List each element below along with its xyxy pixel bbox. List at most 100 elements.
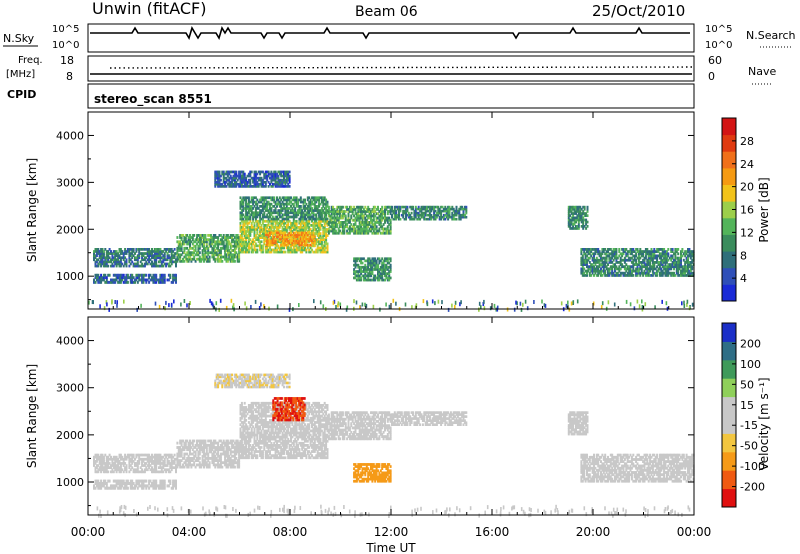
echo-cell xyxy=(612,271,615,275)
echo-cell xyxy=(257,176,260,180)
echo-cell xyxy=(245,205,248,208)
echo-cell xyxy=(215,170,218,174)
echo-cell xyxy=(114,466,117,469)
echo-cell xyxy=(278,221,281,225)
echo-cell xyxy=(173,254,176,257)
echo-cell xyxy=(245,176,248,180)
echo-cell xyxy=(588,256,591,260)
echo-cell xyxy=(158,457,160,461)
echo-cell xyxy=(653,256,656,260)
echo-cell xyxy=(253,211,256,215)
echo-cell xyxy=(141,464,144,467)
echo-cell xyxy=(661,263,664,266)
echo-cell xyxy=(315,200,318,204)
echo-cell xyxy=(681,269,684,273)
echo-cell xyxy=(298,207,301,210)
echo-cell xyxy=(104,258,107,262)
echo-cell xyxy=(284,211,287,215)
echo-cell xyxy=(235,242,238,246)
echo-cell xyxy=(430,215,433,219)
echo-cell xyxy=(386,272,389,275)
echo-cell xyxy=(584,269,587,273)
echo-cell xyxy=(200,240,203,244)
echo-cell xyxy=(179,253,182,257)
echo-cell xyxy=(326,246,329,250)
echo-cell xyxy=(651,250,654,253)
echo-cell xyxy=(322,230,325,233)
echo-cell xyxy=(259,228,262,231)
echo-cell xyxy=(169,273,172,277)
echo-cell xyxy=(264,170,267,174)
echo-cell xyxy=(135,462,138,465)
echo-cell xyxy=(125,457,128,461)
echo-cell xyxy=(261,196,264,200)
echo-cell xyxy=(208,244,211,248)
echo-cell xyxy=(340,214,343,218)
echo-cell xyxy=(146,453,149,457)
echo-cell xyxy=(111,262,114,266)
echo-cell xyxy=(153,455,156,459)
echo-cell xyxy=(240,234,243,237)
echo-cell xyxy=(689,271,692,275)
echo-cell xyxy=(675,267,678,271)
echo-cell xyxy=(245,180,248,184)
echo-cell xyxy=(274,172,277,176)
echo-cell xyxy=(372,229,375,233)
echo-cell xyxy=(270,224,273,227)
echo-cell xyxy=(263,172,266,176)
echo-cell xyxy=(295,241,298,245)
echo-cell xyxy=(384,205,386,209)
echo-cell xyxy=(590,250,593,253)
echo-cell xyxy=(148,280,151,284)
echo-cell xyxy=(326,230,329,233)
echo-cell xyxy=(229,180,232,184)
echo-cell xyxy=(270,230,273,233)
echo-cell xyxy=(274,237,277,241)
echo-cell xyxy=(141,258,144,262)
echo-cell xyxy=(247,236,250,239)
echo-cell xyxy=(318,234,321,237)
echo-cell xyxy=(315,224,318,227)
echo-cell xyxy=(256,213,259,217)
echo-cell xyxy=(118,256,121,260)
echo-cell xyxy=(318,200,321,204)
echo-cell xyxy=(122,464,125,467)
echo-cell xyxy=(252,176,255,180)
echo-cell xyxy=(440,205,443,209)
echo-cell xyxy=(581,265,584,269)
echo-cell xyxy=(675,248,678,251)
echo-cell xyxy=(344,205,347,209)
echo-cell xyxy=(143,464,146,467)
echo-cell xyxy=(177,257,180,261)
echo-cell xyxy=(226,172,229,176)
echo-cell xyxy=(153,258,156,262)
freq-tick-bottom: 8 xyxy=(66,70,73,83)
ground-scatter-cell xyxy=(426,302,429,307)
echo-cell xyxy=(370,261,372,265)
echo-cell xyxy=(402,213,405,217)
echo-cell xyxy=(329,221,332,224)
echo-cell xyxy=(266,233,269,237)
echo-cell xyxy=(301,215,304,219)
echo-cell xyxy=(653,263,656,266)
echo-cell xyxy=(222,174,225,178)
echo-cell xyxy=(266,248,269,252)
echo-cell xyxy=(292,202,295,206)
echo-cell xyxy=(256,238,259,241)
echo-cell xyxy=(440,213,443,217)
echo-cell xyxy=(242,172,245,176)
echo-cell xyxy=(260,180,263,184)
echo-cell xyxy=(215,257,218,261)
echo-cell xyxy=(240,182,243,186)
echo-cell xyxy=(117,276,120,280)
echo-cell xyxy=(257,178,260,182)
ground-scatter-cell xyxy=(313,299,315,304)
echo-cell xyxy=(326,234,329,237)
echo-cell xyxy=(118,250,121,253)
echo-cell xyxy=(595,261,598,264)
echo-cell xyxy=(196,253,198,257)
echo-cell xyxy=(95,273,98,277)
echo-cell xyxy=(622,258,625,262)
echo-cell xyxy=(340,216,343,220)
echo-cell xyxy=(336,210,339,213)
